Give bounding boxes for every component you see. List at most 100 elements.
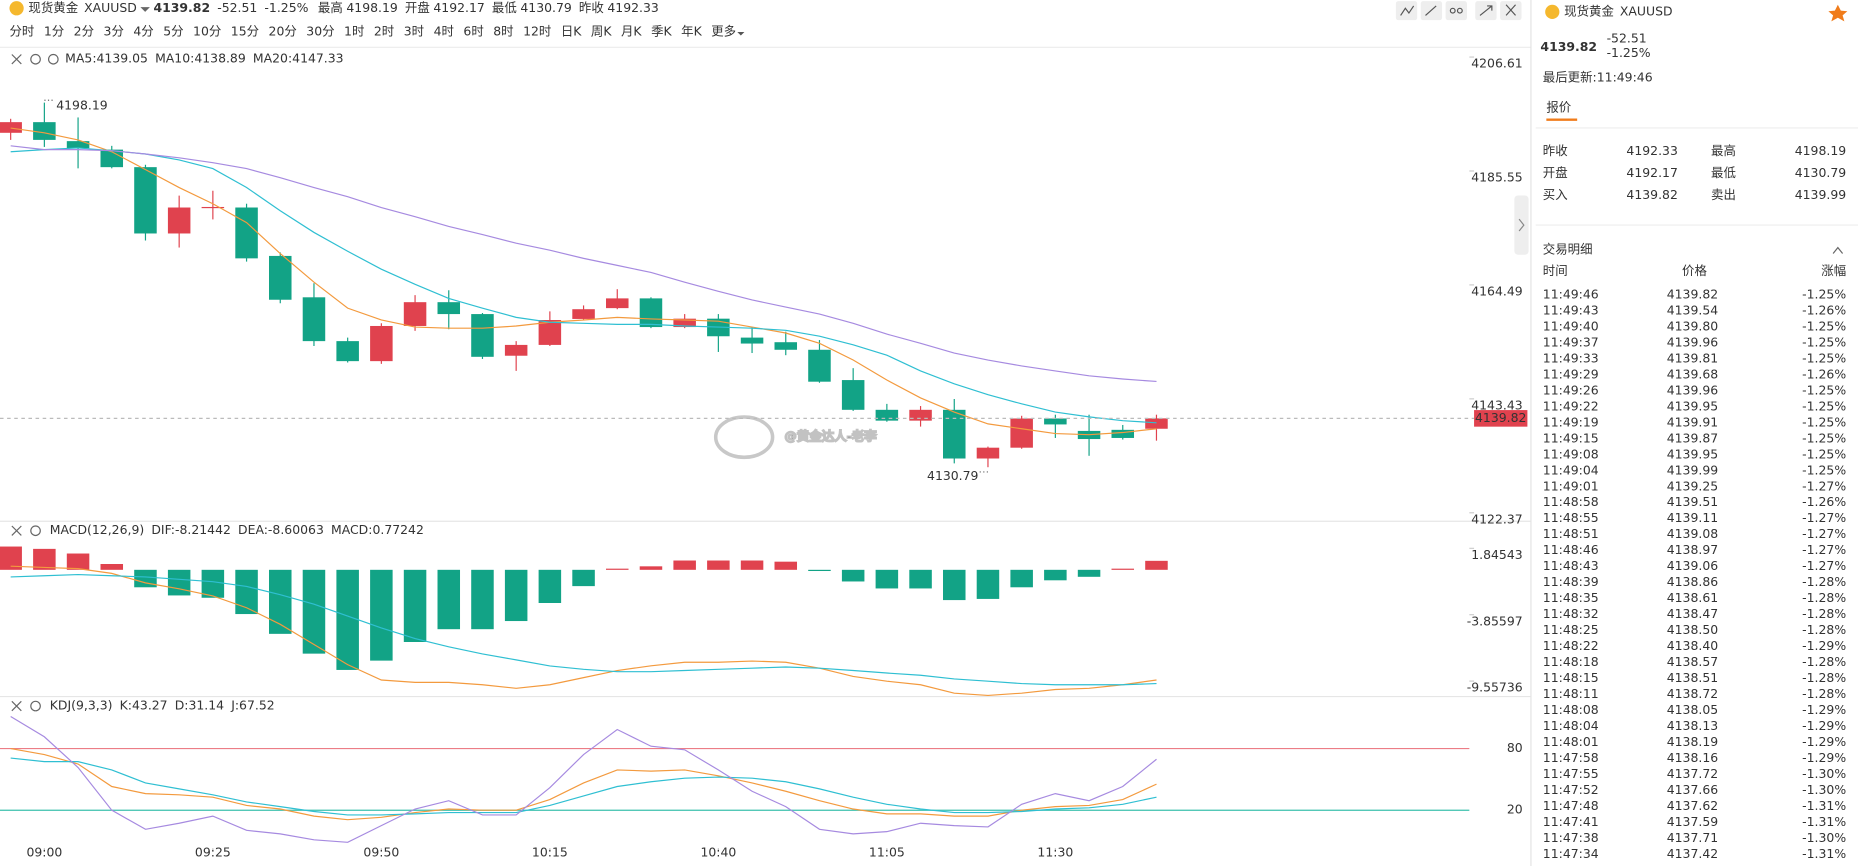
collapse-handle[interactable] (1514, 195, 1529, 255)
macd-bar (1111, 568, 1135, 570)
period-tab[interactable]: 3分 (104, 23, 124, 38)
period-tab[interactable]: 年K (681, 23, 702, 38)
quote-label: 最高 (1711, 143, 1736, 158)
indicator-line (10, 145, 1157, 383)
trade-time: 11:47:38 (1543, 830, 1599, 845)
close-icon[interactable] (11, 700, 22, 712)
trade-time: 11:49:01 (1543, 478, 1599, 493)
trade-price: 4138.57 (1667, 654, 1718, 669)
period-tab[interactable]: 5分 (163, 23, 183, 38)
period-tab[interactable]: 4时 (434, 23, 454, 38)
y-tick-label: 4185.55 (1471, 170, 1522, 185)
trade-price: 4139.95 (1667, 446, 1718, 461)
trade-price: 4139.68 (1667, 366, 1719, 381)
trade-time: 11:49:40 (1543, 318, 1599, 333)
period-tab[interactable]: 季K (651, 23, 672, 38)
collapse-icon[interactable] (1832, 246, 1844, 254)
trade-time: 11:49:04 (1543, 462, 1599, 477)
settings-icon[interactable] (30, 700, 41, 712)
tool-button[interactable] (1445, 1, 1467, 21)
candle-body (403, 302, 427, 326)
quote-label: 昨收 (1543, 143, 1568, 158)
close-icon[interactable] (11, 54, 22, 65)
macd-bar (909, 569, 932, 589)
trade-change: -1.31% (1802, 798, 1846, 813)
visibility-icon[interactable] (47, 53, 59, 65)
y-tick-label: -3.85597 (1467, 613, 1523, 628)
side-price: 4139.82 (1540, 39, 1597, 54)
chevron (1518, 218, 1525, 232)
period-tab[interactable]: 6时 (463, 23, 483, 38)
macd-bar (100, 564, 124, 570)
trade-price: 4139.54 (1667, 302, 1719, 317)
period-tab[interactable]: 20分 (269, 23, 297, 38)
candle-body (201, 206, 225, 209)
x-tick-label: 09:00 (26, 844, 62, 859)
settings-icon[interactable] (30, 53, 41, 65)
candle-body (572, 309, 595, 319)
period-tab[interactable]: 日K (561, 23, 582, 38)
period-tab[interactable]: 15分 (231, 23, 259, 38)
settings-icon[interactable] (30, 525, 41, 537)
min-annotation: 4130.79 (927, 468, 979, 483)
x-tick-label: 09:50 (363, 844, 399, 859)
quote-value: 4139.82 (1626, 187, 1677, 202)
indicator-line (10, 573, 1157, 686)
trade-change: -1.30% (1802, 830, 1846, 845)
icon (1505, 4, 1516, 16)
trade-change: -1.30% (1802, 766, 1846, 781)
candle-body (66, 141, 90, 149)
trade-price: 4138.50 (1667, 622, 1719, 637)
trade-change: -1.30% (1802, 782, 1846, 797)
trade-time: 11:49:26 (1543, 382, 1599, 397)
period-tab[interactable]: 月K (621, 23, 642, 38)
period-tab[interactable]: 3时 (404, 23, 424, 38)
trade-time: 11:48:04 (1543, 718, 1599, 733)
close-icon[interactable] (11, 525, 22, 536)
trade-price: 4139.08 (1667, 526, 1719, 541)
period-tab[interactable]: 10分 (193, 23, 221, 38)
macd-bar (269, 569, 292, 634)
trade-time: 11:48:11 (1543, 686, 1599, 701)
quote-tab[interactable]: 报价 (1546, 99, 1571, 114)
trade-price: 4138.40 (1667, 638, 1719, 653)
period-tab[interactable]: 周K (591, 23, 612, 38)
trade-price: 4137.62 (1667, 798, 1718, 813)
trade-price: 4138.16 (1667, 750, 1719, 765)
candle-body (740, 337, 764, 344)
period-tab[interactable]: 1分 (44, 23, 64, 38)
trade-change: -1.31% (1802, 814, 1846, 829)
period-tab[interactable]: 12时 (523, 23, 551, 38)
period-tab[interactable]: 2时 (374, 23, 394, 38)
trade-time: 11:49:46 (1543, 286, 1599, 301)
legend-item: K:43.27 (120, 698, 168, 713)
trade-price: 4139.81 (1667, 350, 1718, 365)
period-tab[interactable]: 2分 (74, 23, 94, 38)
trade-price: 4139.51 (1667, 494, 1718, 509)
period-tab[interactable]: 4分 (133, 23, 153, 38)
quote-label: 卖出 (1711, 187, 1736, 202)
quote-label: 开盘 (1543, 165, 1568, 180)
indicator-line (10, 147, 1157, 424)
side-change: -52.51 (1607, 31, 1647, 46)
trade-time: 11:49:37 (1543, 334, 1599, 349)
trade-change: -1.27% (1802, 558, 1846, 573)
period-tab[interactable]: 8时 (493, 23, 513, 38)
candle-body (471, 314, 494, 357)
macd-bar (1145, 560, 1168, 570)
y-tick-label: -9.55736 (1467, 680, 1523, 695)
period-tab[interactable]: 1时 (344, 23, 364, 38)
candle-body (875, 409, 899, 421)
candle-body (1010, 418, 1033, 448)
trade-time: 11:47:55 (1543, 766, 1599, 781)
trade-change: -1.25% (1802, 414, 1846, 429)
macd-bar (134, 569, 157, 588)
favorite-star[interactable] (1828, 4, 1848, 22)
period-tab[interactable]: 更多 (711, 23, 736, 38)
candle-body (538, 320, 562, 345)
trade-change: -1.25% (1802, 350, 1846, 365)
macd-bar (0, 546, 22, 570)
period-tab[interactable]: 30分 (306, 23, 334, 38)
period-tab[interactable]: 分时 (9, 23, 34, 38)
